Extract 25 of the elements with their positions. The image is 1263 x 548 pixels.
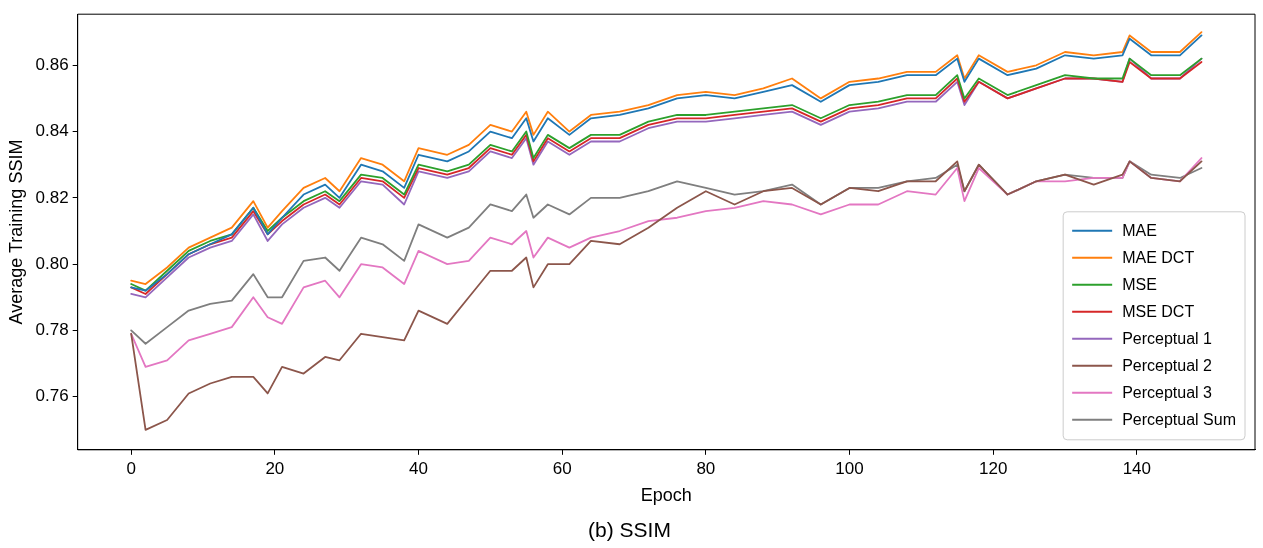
legend-label: Perceptual Sum	[1122, 411, 1237, 429]
legend-label: MAE	[1122, 222, 1157, 240]
legend-label: MAE DCT	[1122, 249, 1195, 267]
y-axis-title: Average Training SSIM	[5, 139, 26, 325]
legend-label: MSE	[1122, 276, 1157, 294]
y-tick-label: 0.82	[35, 187, 69, 207]
x-tick-label: 80	[696, 458, 716, 478]
y-tick-label: 0.78	[35, 320, 69, 340]
x-tick-label: 20	[265, 458, 285, 478]
x-tick-label: 0	[126, 458, 136, 478]
legend-label: Perceptual 3	[1122, 384, 1213, 402]
y-tick-label: 0.80	[35, 253, 69, 273]
x-tick-label: 120	[978, 458, 1008, 478]
legend-label: MSE DCT	[1122, 303, 1195, 321]
text: (b) SSIM	[588, 518, 671, 542]
x-tick-label: 40	[409, 458, 428, 478]
x-axis-title: Epoch	[640, 484, 692, 505]
x-tick-label: 60	[552, 458, 572, 478]
y-tick-label: 0.84	[35, 121, 69, 141]
legend-label: Perceptual 2	[1122, 357, 1213, 375]
x-tick-label: 100	[835, 458, 864, 478]
x-tick-label: 140	[1122, 458, 1152, 478]
y-tick-label: 0.76	[35, 386, 69, 406]
y-tick-label: 0.86	[35, 54, 69, 74]
legend-label: Perceptual 1	[1122, 330, 1213, 348]
